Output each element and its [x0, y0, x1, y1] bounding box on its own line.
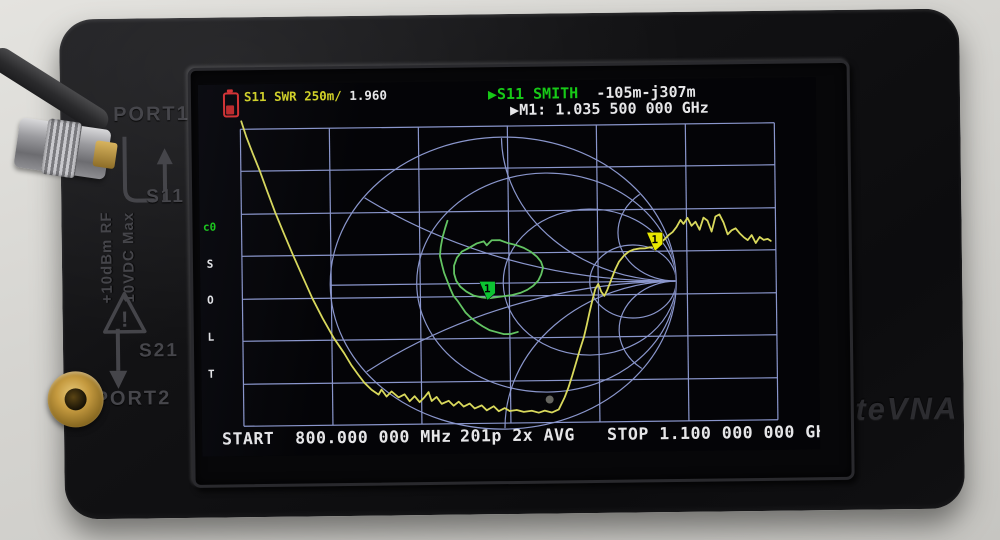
litevna-device: PORT1 S11 +10dBm RF 10VDC Max ! S21 PORT…	[0, 8, 966, 520]
cal-c0-indicator: c0	[202, 220, 217, 234]
warning-triangle-icon: !	[103, 291, 147, 334]
battery-icon	[222, 92, 240, 118]
smith-chart-grid	[329, 136, 677, 431]
swr-trace-label: S11 SWR 250m/	[243, 88, 342, 105]
screen-dust-spot	[545, 395, 554, 404]
swr-trace-value: 1.960	[341, 87, 388, 104]
port2-label: PORT2	[94, 387, 172, 411]
trace-0	[240, 120, 772, 414]
grid-lines	[239, 122, 779, 427]
s11-label: S11	[146, 185, 186, 208]
sma-knurled-nut	[40, 118, 83, 179]
cal-letter-o: O	[207, 294, 214, 308]
cal-letter-l: L	[207, 330, 215, 344]
start-frequency[interactable]: START 800.000 000 MHz	[222, 426, 452, 449]
trace-1	[438, 219, 519, 336]
cal-status-column[interactable]: c0 S O L T	[201, 198, 220, 405]
marker-label: 1	[651, 233, 658, 246]
s21-arrow-icon	[109, 328, 128, 389]
port1-label: PORT1	[113, 102, 190, 126]
warning-exclamation: !	[121, 307, 129, 332]
port1-s11-arrow-icon	[122, 136, 173, 203]
cal-letter-t: T	[207, 367, 215, 381]
marker-flag-0[interactable]: 1	[646, 231, 664, 252]
cal-letter-s: S	[206, 257, 214, 271]
s21-label: S21	[138, 340, 179, 362]
sma-brass-tip	[92, 140, 118, 170]
marker-label: 1	[484, 282, 491, 295]
stop-frequency[interactable]: STOP 1.100 000 000 GHz	[606, 422, 821, 444]
trace-2	[453, 239, 544, 300]
sweep-points-avg[interactable]: 201p 2x AVG	[459, 425, 575, 446]
marker-readout[interactable]: ▶M1: 1.035 500 000 GHz	[510, 98, 709, 120]
swr-trace-readout[interactable]: S11 SWR 250m/ 1.960	[243, 87, 388, 105]
sma-center-hole	[64, 388, 87, 411]
chart-svg[interactable]: 11	[198, 77, 820, 457]
port2-sma-connector[interactable]	[47, 371, 104, 428]
marker-flag-1[interactable]: 1	[478, 280, 496, 301]
